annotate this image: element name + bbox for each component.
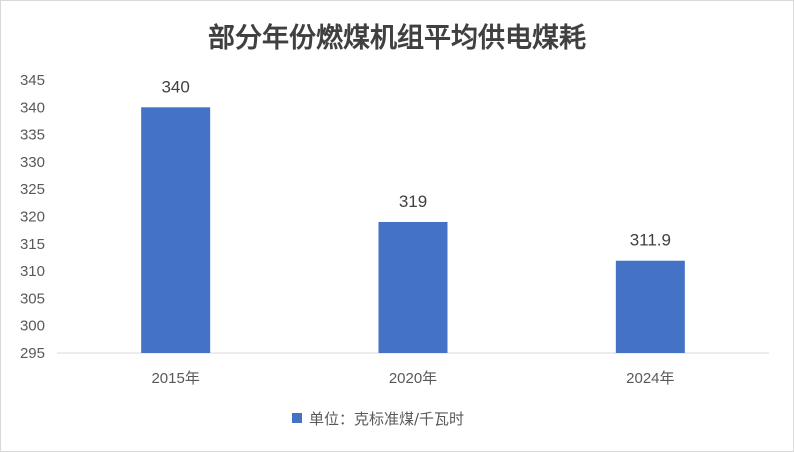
y-tick-label: 335 — [20, 127, 45, 144]
bars-group — [141, 107, 685, 353]
data-label: 340 — [161, 77, 189, 96]
y-tick-label: 330 — [20, 154, 45, 171]
y-tick-label: 310 — [20, 263, 45, 280]
y-tick-label: 295 — [20, 345, 45, 362]
y-tick-label: 340 — [20, 99, 45, 116]
legend-label: 单位：克标准煤/千瓦时 — [309, 410, 464, 428]
data-label: 311.9 — [630, 231, 671, 250]
y-axis: 295 300 305 310 315 320 325 330 335 340 345 — [20, 72, 45, 362]
chart-title: 部分年份燃煤机组平均供电煤耗 — [208, 22, 586, 54]
y-tick-label: 300 — [20, 318, 45, 335]
bar — [615, 260, 685, 353]
y-tick-label: 315 — [20, 236, 45, 253]
bar — [141, 107, 211, 353]
x-axis: 2015年 2020年 2024年 — [151, 370, 674, 387]
y-tick-label: 305 — [20, 290, 45, 307]
legend-swatch — [292, 413, 302, 423]
y-tick-label: 325 — [20, 181, 45, 198]
y-tick-label: 320 — [20, 209, 45, 226]
bar — [378, 221, 448, 353]
x-tick-label: 2015年 — [151, 370, 199, 387]
x-tick-label: 2020年 — [389, 370, 437, 387]
data-label: 319 — [399, 192, 427, 211]
y-tick-label: 345 — [20, 72, 45, 89]
legend: 单位：克标准煤/千瓦时 — [292, 410, 464, 428]
data-labels-group: 340 319 311.9 — [161, 77, 670, 249]
x-tick-label: 2024年 — [626, 370, 674, 387]
